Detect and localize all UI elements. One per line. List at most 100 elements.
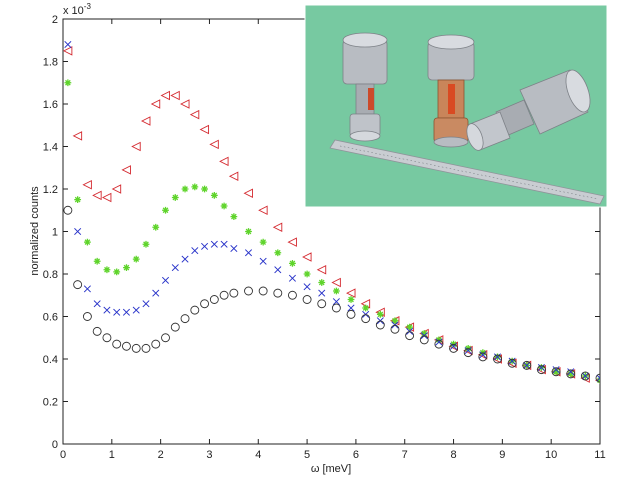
data-point [244,249,253,257]
x-tick-label: 5 [304,449,310,461]
data-point [479,351,487,359]
data-point [220,240,228,248]
data-point [93,257,101,265]
data-point [302,252,312,262]
data-point [552,366,560,374]
data-point [220,202,228,210]
y-tick-label: 2 [52,14,58,26]
data-point [131,343,141,353]
x-tick-label: 2 [158,449,164,461]
data-point [141,343,151,353]
data-point [259,257,267,265]
data-point [449,342,458,350]
data-point [258,205,268,215]
x-tick-label: 1 [109,449,115,461]
data-point [316,265,327,275]
data-point [362,304,370,312]
data-point [289,259,296,267]
y-exponent-label: x 10-3 [63,2,91,17]
y-tick-label: 1.4 [43,142,58,154]
data-point [209,139,219,150]
data-point [390,324,400,334]
data-point [190,305,200,315]
y-exponent-power: -3 [84,2,92,11]
data-point [92,326,102,336]
data-point [566,369,576,379]
data-point [160,90,170,101]
data-point [507,358,517,368]
data-point [420,330,428,337]
data-point [131,141,141,152]
data-point [199,124,210,135]
data-point [191,183,199,191]
data-point [537,363,545,372]
data-point [595,373,600,383]
data-point [72,131,83,141]
x-tick-label: 8 [450,449,456,461]
data-point [181,255,189,263]
data-point [580,371,590,381]
data-point [162,206,169,214]
x-tick-label: 3 [206,449,212,461]
data-point [83,285,91,293]
data-point [200,299,210,309]
data-point [331,277,341,288]
data-point [210,240,218,248]
data-point [142,300,150,308]
data-point [73,280,83,290]
data-point [122,341,131,351]
data-point [74,227,82,236]
series-0 [63,46,600,383]
data-point [464,346,472,355]
data-point [536,365,546,375]
data-point [229,288,239,298]
data-point [210,191,218,199]
data-point [63,46,73,56]
data-point [273,288,283,298]
data-point [567,368,575,376]
data-point [189,109,200,120]
data-point [150,99,161,109]
data-point [596,374,600,382]
data-point [245,228,252,235]
data-point [332,298,340,306]
data-point [142,240,150,248]
data-point [361,314,371,324]
data-point [318,289,326,297]
data-point [152,223,160,231]
data-point [122,308,131,316]
x-tick-label: 4 [255,449,261,461]
data-point [82,180,92,190]
data-point [82,312,92,321]
data-point [93,300,101,308]
inset-photo [304,4,608,208]
inset-pressure-cell-left [342,32,388,142]
data-point [376,310,384,318]
y-tick-label: 1 [52,227,58,239]
data-point [288,274,296,282]
data-point [113,268,121,276]
data-point [64,40,72,49]
data-point [132,306,140,314]
x-tick-label: 6 [353,449,359,461]
data-point [391,317,399,325]
data-point [346,288,356,298]
data-layer [63,40,600,384]
data-point [302,295,312,304]
data-point [101,192,112,203]
data-point [405,331,415,341]
data-point [132,255,140,263]
y-exponent-base: x 10 [63,5,84,17]
y-tick-label: 0.8 [43,269,58,281]
data-point [435,338,443,346]
data-point [171,194,179,201]
data-point [244,286,253,296]
data-point [493,354,502,364]
y-tick-label: 0.2 [43,397,58,409]
data-point [191,247,199,255]
data-point [151,339,161,349]
data-point [161,276,170,284]
inset-pressure-cell-right [466,69,591,151]
y-tick-label: 0.4 [43,354,58,366]
